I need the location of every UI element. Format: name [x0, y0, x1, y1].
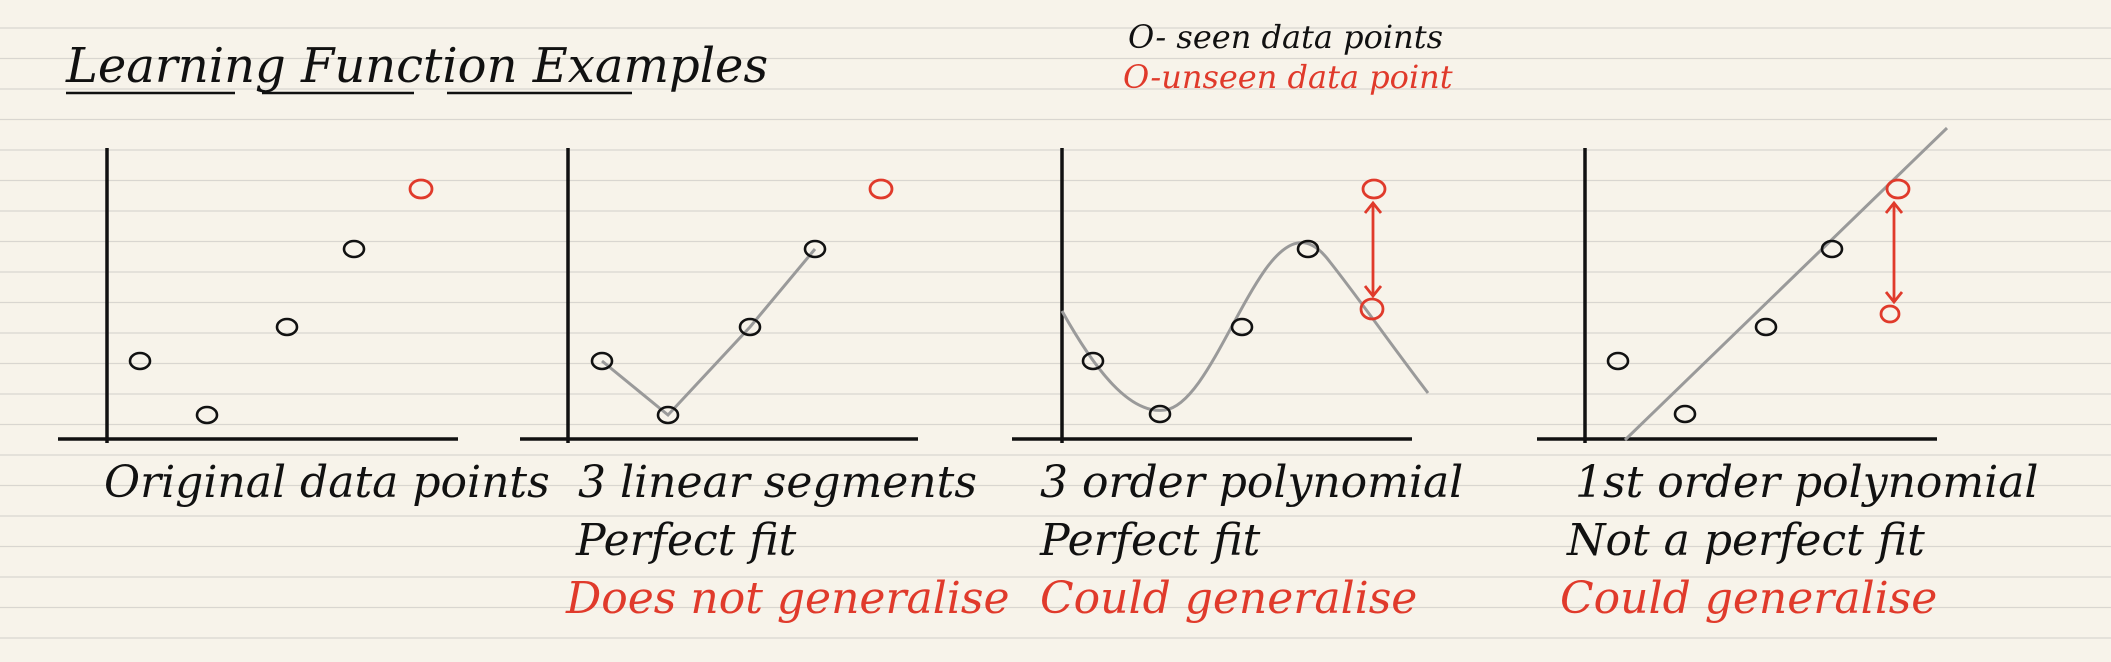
predicted-point — [1879, 304, 1901, 324]
seen-point — [1296, 239, 1320, 259]
legend-seen: O- seen data points — [1128, 18, 1443, 56]
error-arrowhead-bottom — [1884, 291, 1904, 305]
seen-point — [656, 405, 680, 425]
seen-point — [738, 317, 762, 337]
seen-point — [1230, 317, 1254, 337]
panel-caption: 1st order polynomial — [1575, 457, 2039, 508]
panel-caption: Perfect fit — [1039, 515, 1261, 566]
seen-point — [1673, 404, 1697, 424]
seen-point — [1081, 351, 1105, 371]
seen-point — [590, 351, 614, 371]
piecewise-linear-fit — [601, 248, 817, 418]
panel-caption: Not a perfect fit — [1566, 515, 1925, 566]
panel-caption: Could generalise — [1040, 573, 1417, 624]
seen-point — [195, 405, 219, 425]
error-arrowhead-top — [1884, 200, 1904, 214]
panel-caption: 3 order polynomial — [1040, 457, 1463, 508]
seen-point — [1148, 404, 1172, 424]
seen-point — [128, 351, 152, 371]
unseen-point — [1885, 178, 1911, 200]
ruled-lines — [0, 27, 2111, 639]
panel-first-order: 1st order polynomial Not a perfect fit C… — [1537, 126, 2039, 624]
seen-point — [275, 317, 299, 337]
panel-caption: Could generalise — [1560, 573, 1937, 624]
unseen-point — [1361, 178, 1387, 200]
error-arrowhead-top — [1363, 200, 1383, 214]
linear-fit-line — [1623, 126, 1949, 442]
seen-point — [803, 239, 827, 259]
unseen-point — [408, 178, 434, 200]
panel-linear-segments: 3 linear segments Perfect fit Does not g… — [520, 148, 1009, 624]
legend: O- seen data points O-unseen data point — [1123, 18, 1453, 96]
predicted-point — [1359, 297, 1385, 321]
panel-original: Original data points — [58, 148, 550, 508]
legend-unseen: O-unseen data point — [1123, 58, 1453, 96]
panel-caption: Perfect fit — [575, 515, 797, 566]
unseen-point — [868, 178, 894, 200]
seen-point — [1820, 239, 1844, 259]
panel-caption: 3 linear segments — [578, 457, 977, 508]
page-title: Learning Function Examples — [65, 38, 768, 94]
seen-point — [1606, 351, 1630, 371]
panel-caption: Does not generalise — [565, 573, 1009, 624]
panel-third-order: 3 order polynomial Perfect fit Could gen… — [1012, 148, 1463, 624]
seen-point — [1754, 317, 1778, 337]
panel-caption: Original data points — [104, 457, 550, 508]
error-arrowhead-bottom — [1363, 285, 1383, 299]
seen-point — [342, 239, 366, 259]
